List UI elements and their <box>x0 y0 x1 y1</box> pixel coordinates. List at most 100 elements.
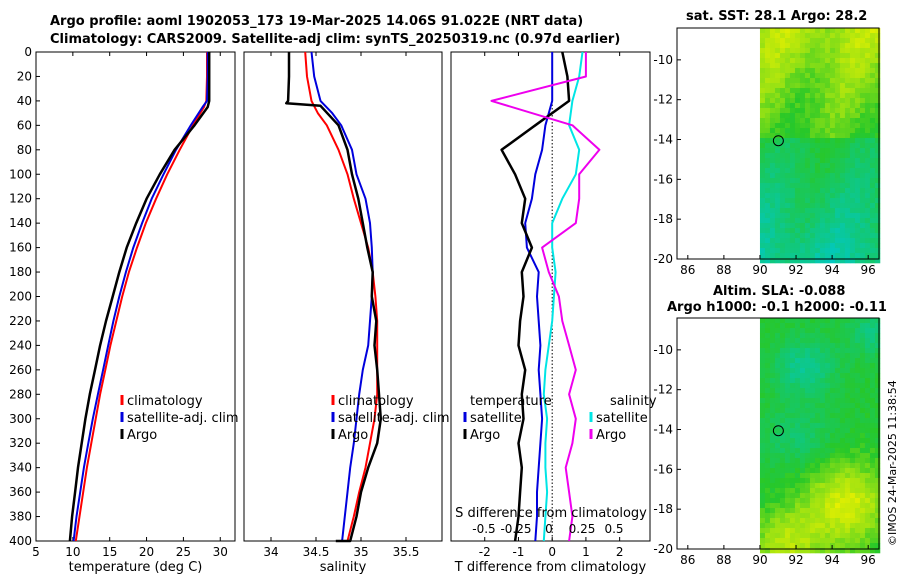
heatmap-cell <box>839 163 846 169</box>
heatmap-cell <box>839 113 846 119</box>
heatmap-cell <box>854 193 861 199</box>
temperature-profile-frame <box>35 51 236 542</box>
heatmap-cell <box>759 118 766 124</box>
heatmap-cell <box>849 28 856 34</box>
heatmap-cell <box>869 188 876 194</box>
heatmap-cell <box>819 93 826 99</box>
heatmap-cell <box>799 53 806 59</box>
heatmap-cell <box>789 513 796 519</box>
heatmap-cell <box>769 333 776 339</box>
depth-tick-label: 360 <box>9 485 32 499</box>
heatmap-cell <box>824 188 831 194</box>
heatmap-cell <box>799 548 806 554</box>
heatmap-cell <box>829 108 836 114</box>
heatmap-cell <box>794 118 801 124</box>
heatmap-cell <box>779 348 786 354</box>
heatmap-cell <box>824 423 831 429</box>
heatmap-cell <box>859 368 866 374</box>
heatmap-cell <box>844 33 851 39</box>
heatmap-cell <box>779 438 786 444</box>
heatmap-cell <box>809 448 816 454</box>
heatmap-cell <box>784 218 791 224</box>
sla-map-ytick-label: -16 <box>653 462 673 476</box>
heatmap-cell <box>824 413 831 419</box>
heatmap-cell <box>784 448 791 454</box>
heatmap-cell <box>804 418 811 424</box>
sst-map-ytick-label: -14 <box>653 133 673 147</box>
heatmap-cell <box>844 223 851 229</box>
heatmap-cell <box>769 398 776 404</box>
heatmap-cell <box>839 493 846 499</box>
heatmap-cell <box>784 523 791 529</box>
heatmap-cell <box>849 358 856 364</box>
heatmap-cell <box>864 93 871 99</box>
heatmap-cell <box>774 328 781 334</box>
heatmap-cell <box>844 233 851 239</box>
heatmap-cell <box>869 528 876 534</box>
heatmap-cell <box>844 533 851 539</box>
heatmap-cell <box>809 393 816 399</box>
heatmap-cell <box>764 118 771 124</box>
heatmap-cell <box>854 213 861 219</box>
heatmap-cell <box>769 203 776 209</box>
heatmap-cell <box>839 43 846 49</box>
heatmap-cell <box>869 183 876 189</box>
heatmap-cell <box>809 363 816 369</box>
heatmap-cell <box>814 448 821 454</box>
heatmap-cell <box>769 78 776 84</box>
heatmap-cell <box>794 213 801 219</box>
heatmap-cell <box>794 93 801 99</box>
heatmap-cell <box>864 488 871 494</box>
heatmap-cell <box>844 428 851 434</box>
sla-map-xtick-label: 86 <box>680 553 695 567</box>
heatmap-cell <box>824 108 831 114</box>
heatmap-cell <box>834 173 841 179</box>
heatmap-cell <box>769 38 776 44</box>
heatmap-cell <box>804 33 811 39</box>
heatmap-cell <box>869 193 876 199</box>
heatmap-cell <box>764 113 771 119</box>
heatmap-cell <box>774 343 781 349</box>
heatmap-cell <box>829 148 836 154</box>
heatmap-cell <box>769 348 776 354</box>
heatmap-cell <box>844 158 851 164</box>
heatmap-cell <box>839 218 846 224</box>
heatmap-cell <box>869 148 876 154</box>
heatmap-cell <box>854 178 861 184</box>
heatmap-cell <box>784 83 791 89</box>
heatmap-cell <box>869 473 876 479</box>
heatmap-cell <box>819 533 826 539</box>
heatmap-cell <box>859 128 866 134</box>
heatmap-cell <box>769 403 776 409</box>
heatmap-cell <box>844 358 851 364</box>
heatmap-cell <box>844 213 851 219</box>
heatmap-cell <box>824 523 831 529</box>
heatmap-cell <box>759 353 766 359</box>
heatmap-cell <box>844 328 851 334</box>
heatmap-cell <box>779 418 786 424</box>
heatmap-cell <box>814 123 821 129</box>
heatmap-cell <box>864 248 871 254</box>
heatmap-cell <box>809 483 816 489</box>
heatmap-cell <box>844 323 851 329</box>
heatmap-cell <box>844 513 851 519</box>
heatmap-cell <box>769 123 776 129</box>
heatmap-cell <box>824 203 831 209</box>
heatmap-cell <box>849 108 856 114</box>
heatmap-cell <box>769 353 776 359</box>
heatmap-cell <box>829 328 836 334</box>
heatmap-cell <box>824 208 831 214</box>
heatmap-cell <box>869 198 876 204</box>
heatmap-cell <box>794 453 801 459</box>
heatmap-cell <box>814 363 821 369</box>
heatmap-cell <box>824 123 831 129</box>
heatmap-cell <box>779 393 786 399</box>
depth-tick-label: 100 <box>9 167 32 181</box>
heatmap-cell <box>874 548 881 554</box>
heatmap-cell <box>864 153 871 159</box>
heatmap-cell <box>794 83 801 89</box>
heatmap-cell <box>869 128 876 134</box>
heatmap-cell <box>844 488 851 494</box>
heatmap-cell <box>779 318 786 324</box>
heatmap-cell <box>839 363 846 369</box>
